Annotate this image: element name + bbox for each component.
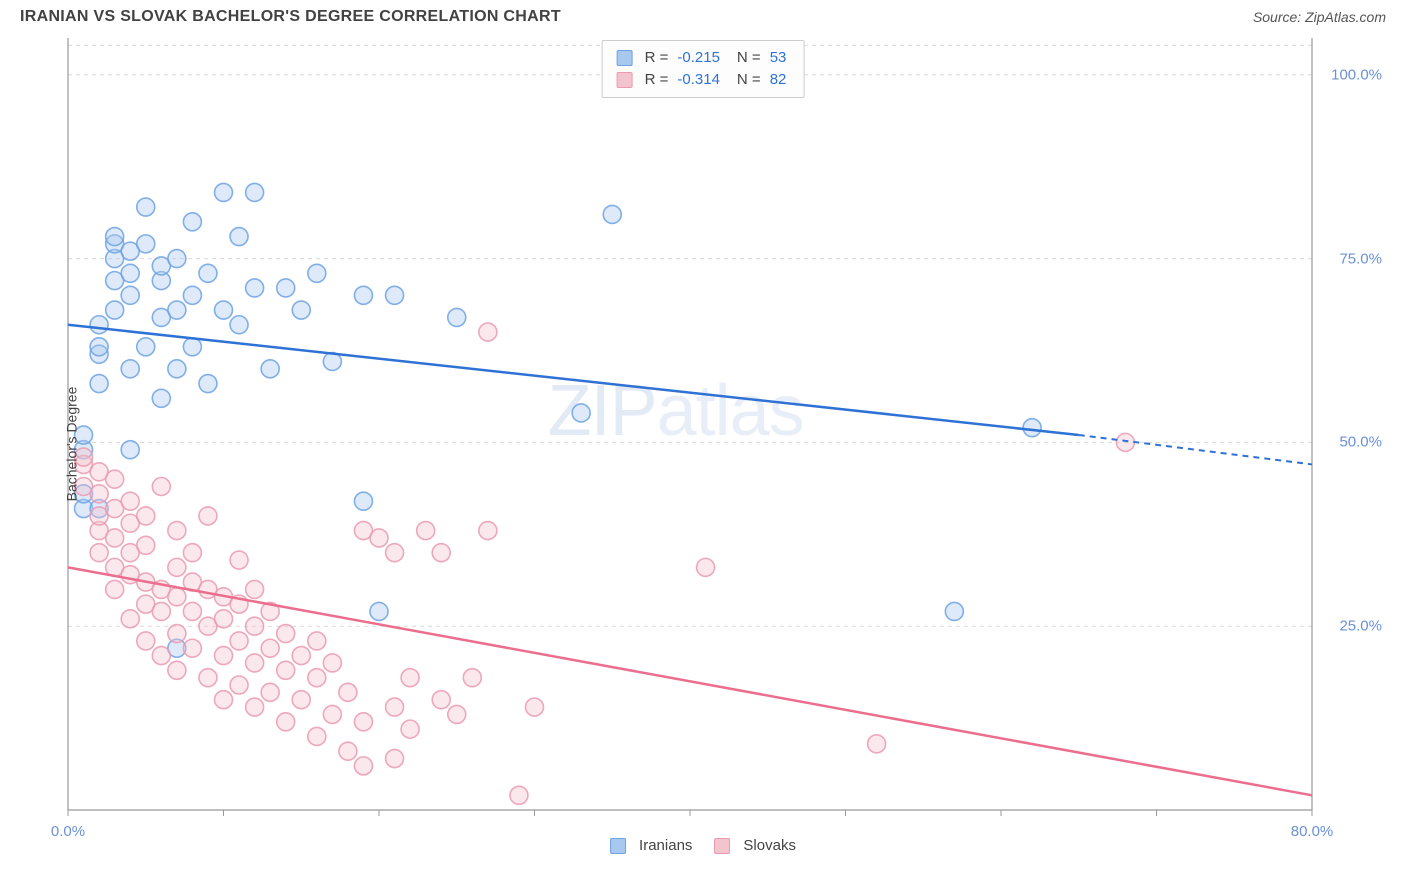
- series-legend: Iranians Slovaks: [610, 837, 796, 854]
- legend-r-value: -0.215: [677, 47, 720, 69]
- chart-area: Bachelor's Degree R = -0.215 N = 53 R = …: [20, 34, 1386, 854]
- bottom-legend-item: Slovaks: [714, 837, 796, 854]
- chart-header: IRANIAN VS SLOVAK BACHELOR'S DEGREE CORR…: [0, 0, 1406, 30]
- legend-n-value: 82: [770, 69, 787, 91]
- legend-r-label: R =: [645, 69, 669, 91]
- legend-swatch: [617, 72, 633, 88]
- x-tick-label: 80.0%: [1291, 823, 1334, 840]
- legend-n-label: N =: [737, 69, 761, 91]
- scatter-chart-svg: [20, 34, 1386, 854]
- legend-n-label: N =: [737, 47, 761, 69]
- y-tick-label: 50.0%: [1339, 434, 1382, 451]
- legend-r-value: -0.314: [677, 69, 720, 91]
- legend-row: R = -0.314 N = 82: [617, 69, 790, 91]
- y-tick-label: 100.0%: [1331, 66, 1382, 83]
- bottom-legend-label: Iranians: [639, 837, 692, 854]
- y-tick-label: 25.0%: [1339, 618, 1382, 635]
- legend-swatch: [617, 50, 633, 66]
- legend-swatch: [610, 838, 626, 854]
- bottom-legend-label: Slovaks: [743, 837, 796, 854]
- legend-n-value: 53: [770, 47, 787, 69]
- y-axis-title: Bachelor's Degree: [63, 387, 79, 502]
- chart-title: IRANIAN VS SLOVAK BACHELOR'S DEGREE CORR…: [20, 8, 561, 26]
- legend-r-label: R =: [645, 47, 669, 69]
- correlation-legend: R = -0.215 N = 53 R = -0.314 N = 82: [602, 40, 805, 98]
- x-tick-label: 0.0%: [51, 823, 85, 840]
- legend-row: R = -0.215 N = 53: [617, 47, 790, 69]
- y-tick-label: 75.0%: [1339, 250, 1382, 267]
- bottom-legend-item: Iranians: [610, 837, 692, 854]
- legend-swatch: [714, 838, 730, 854]
- source-label: Source: ZipAtlas.com: [1253, 9, 1386, 25]
